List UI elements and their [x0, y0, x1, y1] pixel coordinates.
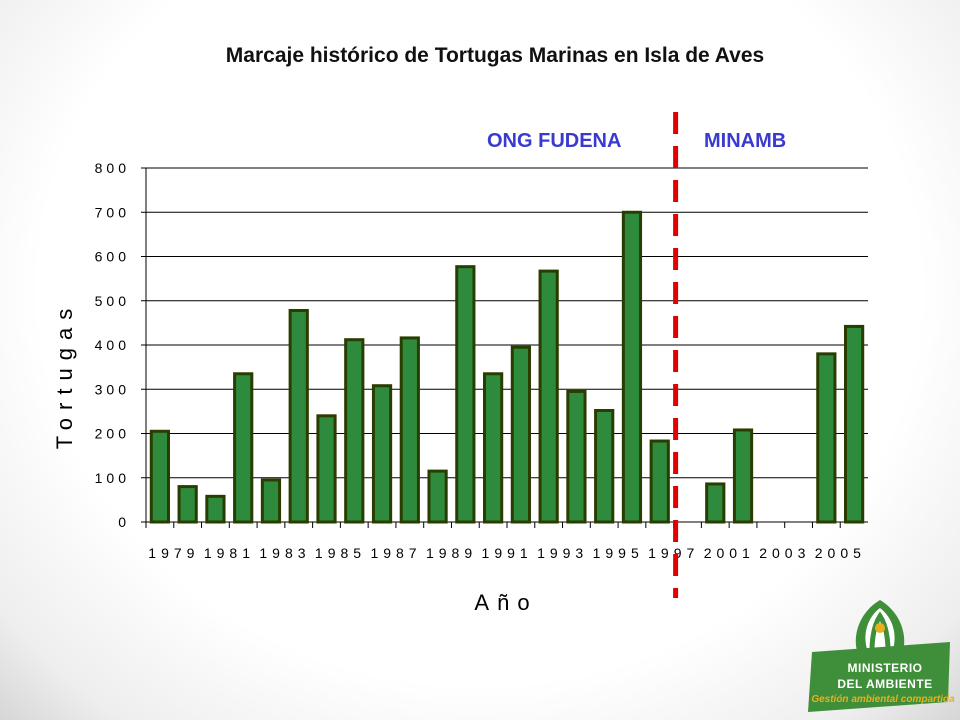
bar-2001	[705, 482, 726, 524]
x-tick-label: 2005	[815, 545, 866, 561]
x-tick-label: 1983	[259, 545, 310, 561]
y-tick-label: 600	[95, 249, 130, 265]
bar-1997	[649, 439, 670, 524]
logo-tagline: Gestión ambiental compartida	[811, 694, 955, 705]
x-tick-label: 1995	[593, 545, 644, 561]
logo-text-ambiente: DEL AMBIENTE	[837, 677, 933, 691]
x-tick-label: 1985	[315, 545, 366, 561]
bar-1979	[149, 429, 170, 524]
x-tick-label: 1991	[482, 545, 533, 561]
y-tick-label: 100	[95, 470, 130, 486]
y-tick-label: 300	[95, 381, 130, 397]
bar-1981	[205, 494, 226, 524]
x-tick-label: 2001	[704, 545, 755, 561]
bar-1991	[483, 372, 504, 524]
bar-1988	[399, 336, 420, 524]
x-tick-label: 1981	[204, 545, 255, 561]
bar-1989	[427, 469, 448, 524]
x-tick-label: 1987	[370, 545, 421, 561]
period-label-fudena: ONG FUDENA	[487, 130, 622, 152]
x-tick-label: 1979	[148, 545, 199, 561]
bar-2005	[816, 352, 837, 524]
x-tick-label: 2003	[759, 545, 810, 561]
bar-1982	[233, 372, 254, 524]
bar-1996	[621, 210, 643, 524]
bar-1983	[260, 478, 282, 524]
x-axis-title: Año	[474, 590, 537, 615]
bar-1984	[288, 308, 309, 524]
ministry-emblem-icon	[808, 600, 950, 712]
bar-1993	[538, 269, 559, 524]
logo-text-ministerio: MINISTERIO	[847, 661, 923, 675]
y-axis-title: Tortugas	[52, 301, 77, 449]
bar-1987	[371, 384, 393, 524]
y-tick-label: 200	[95, 426, 130, 442]
y-tick-label: 0	[118, 514, 130, 530]
bar-1980	[177, 485, 198, 524]
y-tick-label: 700	[95, 204, 130, 220]
bar-1994	[566, 389, 587, 524]
bar-2002	[732, 428, 754, 524]
x-tick-label: 1993	[537, 545, 588, 561]
y-tick-label: 500	[95, 293, 130, 309]
bar-1985	[316, 414, 337, 524]
bar-1992	[510, 345, 531, 524]
bar-1990	[455, 265, 476, 524]
bar-1986	[344, 338, 365, 524]
y-tick-label: 400	[95, 337, 130, 353]
bar-2006	[844, 324, 865, 524]
x-tick-label: 1989	[426, 545, 477, 561]
y-tick-label: 800	[95, 160, 130, 176]
x-tick-label: 1997	[648, 545, 699, 561]
bar-1995	[594, 408, 615, 524]
period-label-minamb: MINAMB	[704, 130, 787, 152]
chart-title: Marcaje histórico de Tortugas Marinas en…	[225, 44, 765, 67]
